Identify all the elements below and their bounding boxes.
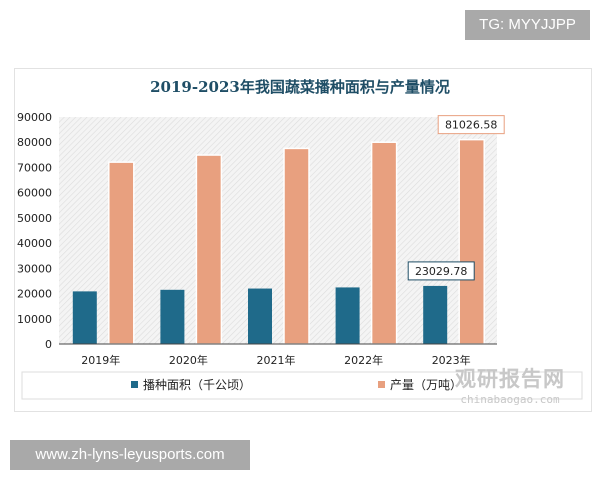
y-tick-label: 10000 [17, 313, 52, 326]
area-bar [72, 291, 97, 344]
legend-label: 产量（万吨） [390, 378, 462, 392]
production-bar [195, 154, 223, 345]
x-tick-label: 2020年 [169, 353, 208, 367]
y-tick-label: 60000 [17, 187, 52, 200]
url-watermark: www.zh-lyns-leyusports.com [10, 440, 250, 470]
watermark-en: chinabaogao.com [460, 393, 560, 406]
data-label-box [407, 261, 475, 281]
production-bar [458, 138, 485, 345]
y-tick-label: 20000 [17, 288, 52, 301]
watermark-logo: 观研报告网 chinabaogao.com [455, 363, 565, 406]
x-tick-label: 2022年 [344, 353, 383, 367]
y-tick-label: 90000 [17, 111, 52, 124]
area-bar [248, 288, 272, 344]
production-bar [283, 147, 310, 345]
production-bar [370, 141, 398, 345]
legend-swatch [131, 381, 138, 388]
area-bar [335, 287, 360, 344]
legend-box [21, 371, 583, 400]
y-tick-label: 0 [45, 338, 52, 351]
y-tick-label: 80000 [17, 136, 52, 149]
legend-swatch [378, 381, 385, 388]
data-label-box [437, 115, 505, 135]
y-tick-label: 70000 [17, 161, 52, 174]
y-tick-label: 50000 [17, 212, 52, 225]
area-bar [160, 289, 185, 344]
x-tick-label: 2023年 [432, 353, 471, 367]
legend-label: 播种面积（千公顷） [143, 378, 251, 392]
area-bar [423, 285, 448, 344]
watermark-cn: 观研报告网 [455, 367, 565, 391]
y-tick-label: 40000 [17, 237, 52, 250]
data-label: 23029.78 [415, 265, 468, 278]
production-bar [108, 161, 135, 345]
tag-watermark: TG: MYYJJPP [465, 10, 590, 40]
x-tick-label: 2021年 [257, 353, 296, 367]
chart-title: 2019-2023年我国蔬菜播种面积与产量情况 [150, 78, 450, 96]
y-tick-label: 30000 [17, 262, 52, 275]
data-label: 81026.58 [445, 119, 498, 132]
x-tick-label: 2019年 [81, 353, 120, 367]
